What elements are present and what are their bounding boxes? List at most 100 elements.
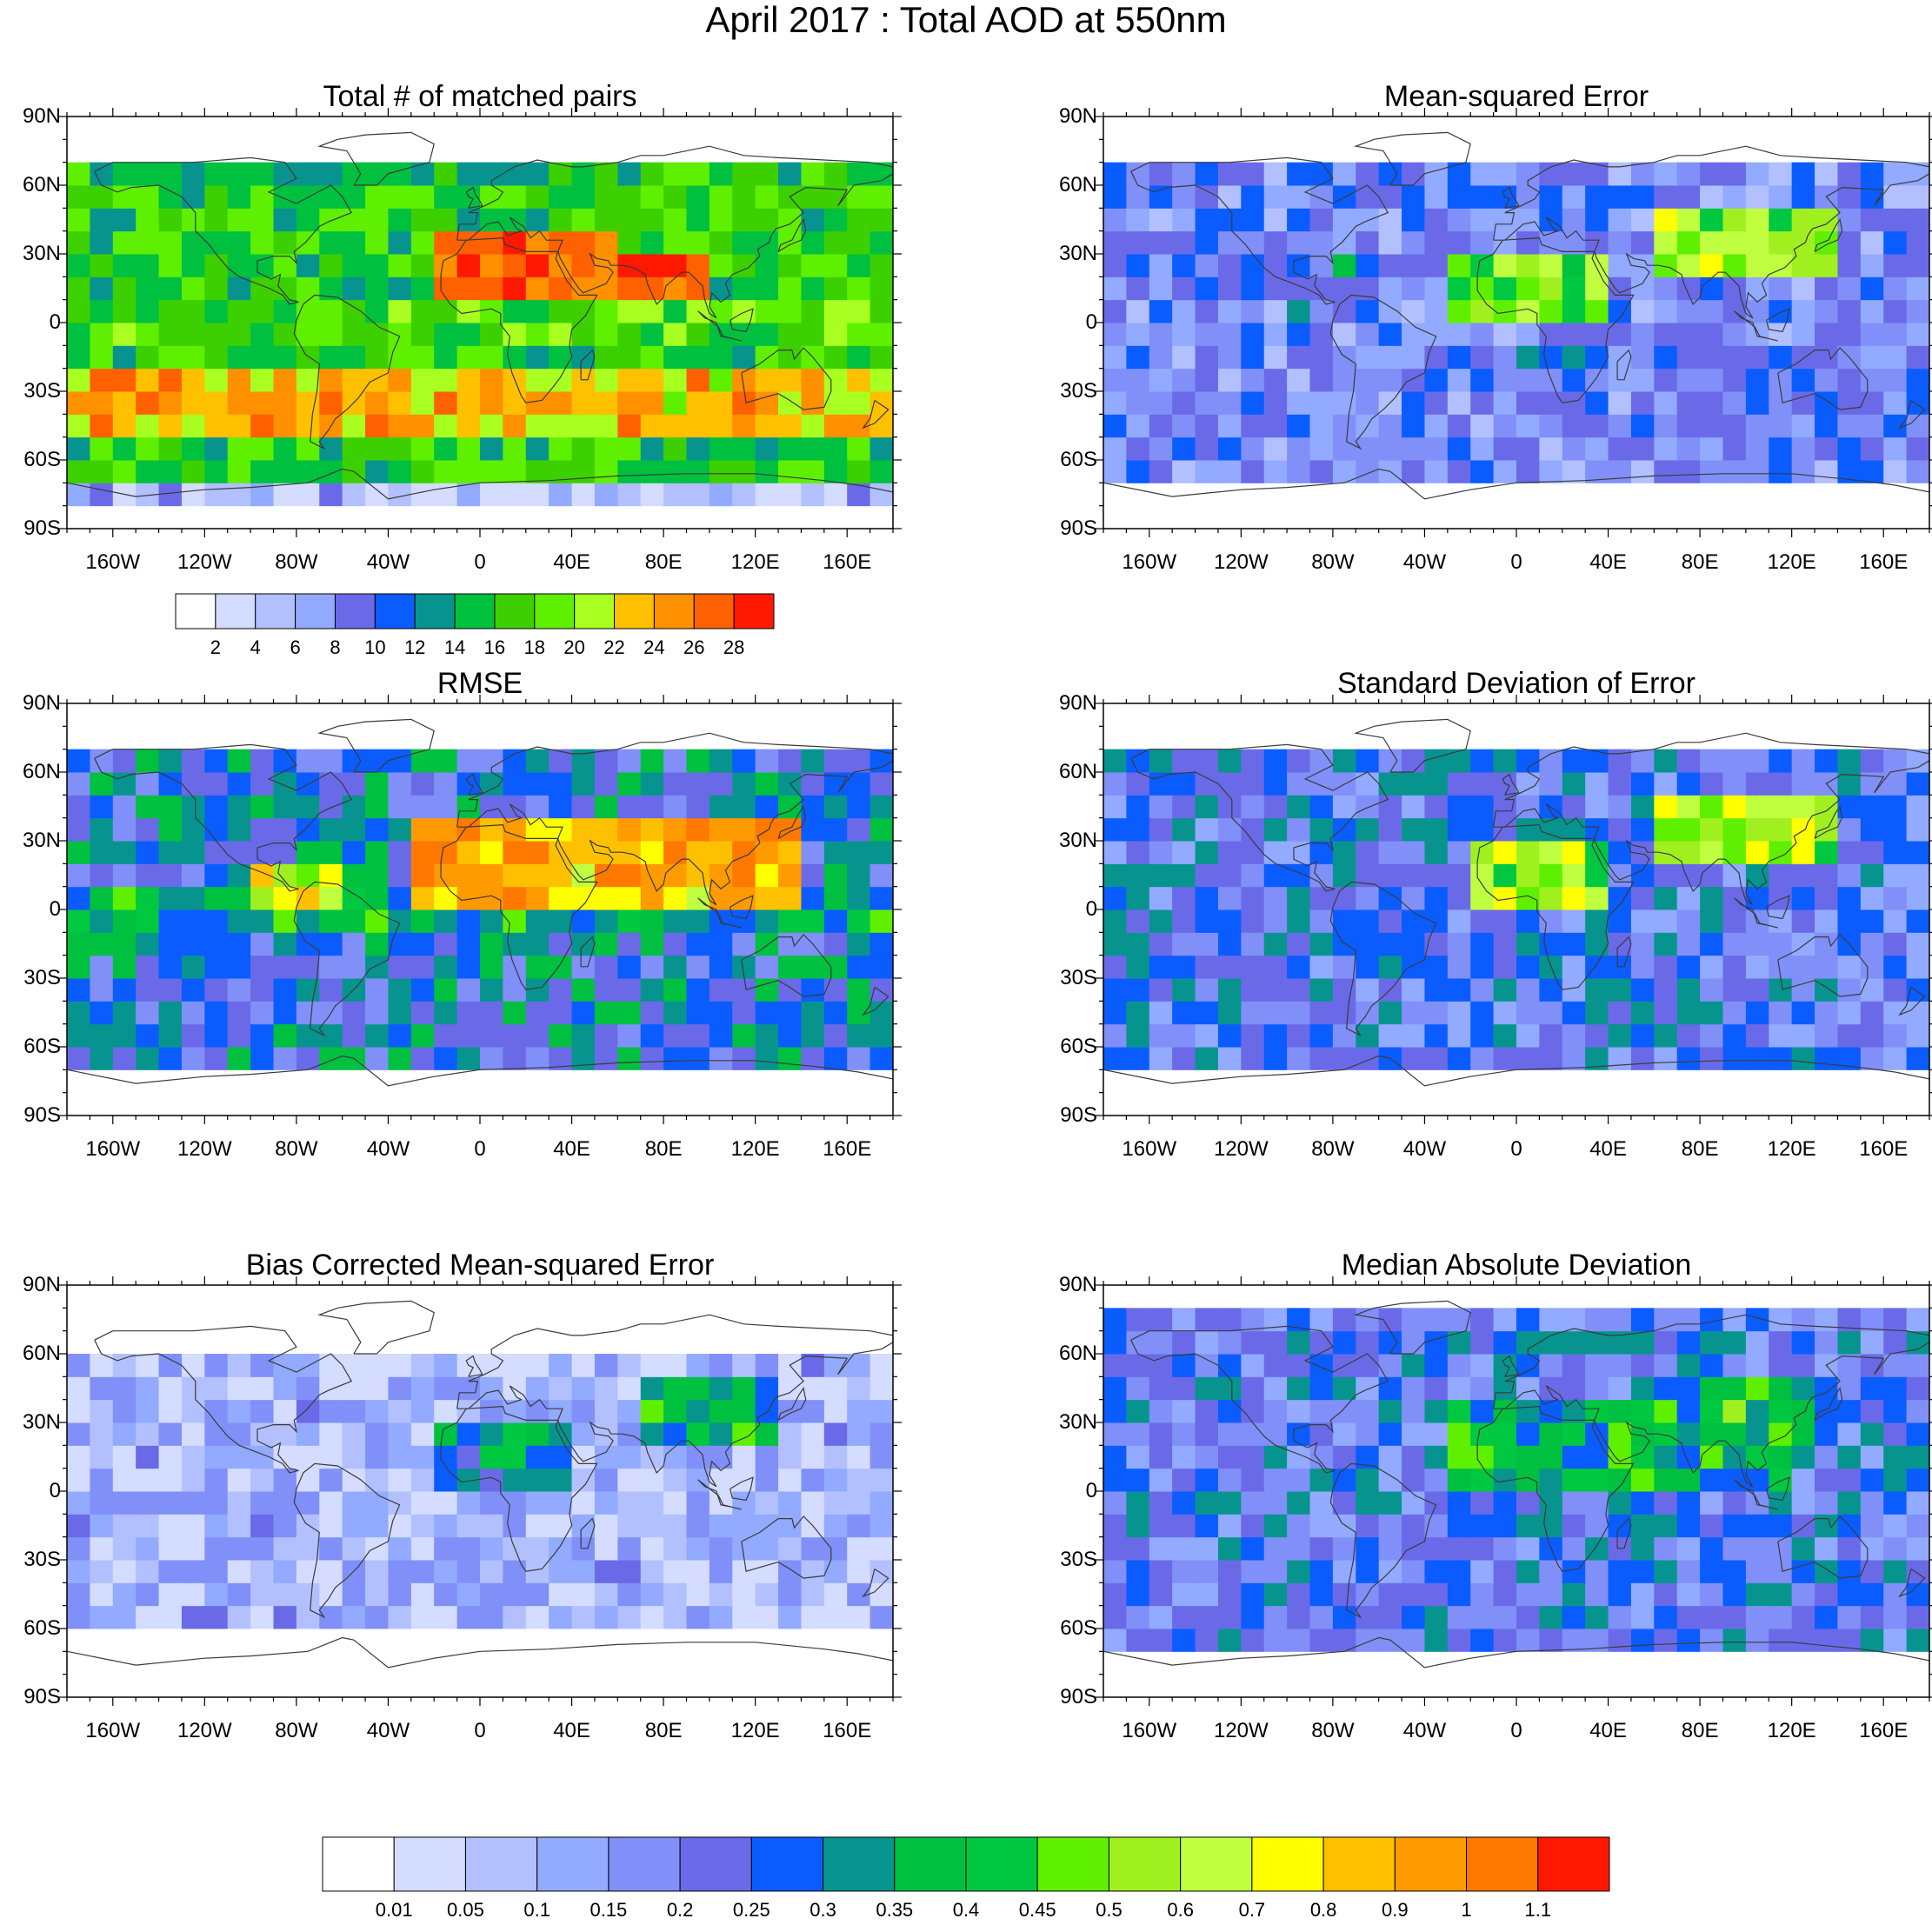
heatmap-cell [525,1376,550,1401]
heatmap-cell [1815,795,1838,819]
heatmap-cell [158,1560,183,1583]
heatmap-cell [1562,772,1586,796]
coastline-north-america [1130,157,1389,305]
heatmap-cell [869,909,893,933]
heatmap-cell [67,795,90,819]
heatmap-cell [250,841,274,864]
heatmap-cell [1608,1001,1632,1025]
heatmap-cell [67,841,90,864]
heatmap-cell [136,414,160,438]
heatmap-cell [1217,254,1242,277]
colorbar-swatch [679,1836,752,1892]
heatmap-cell [801,1023,825,1048]
heatmap-cell [158,749,183,773]
heatmap-cell [847,1605,871,1629]
heatmap-cell [112,368,137,392]
heatmap-cell [1837,817,1862,842]
coastline-greenland [1353,1300,1471,1355]
y-tick-label: 60N [1058,1342,1097,1365]
heatmap-cell [1424,978,1449,1002]
heatmap-cell [1539,841,1563,864]
heatmap-cell [227,1023,251,1048]
heatmap-cell [1516,817,1540,842]
heatmap-cell [755,162,779,186]
coastline-japan [777,1386,807,1421]
heatmap-cell [1676,1536,1701,1561]
coastline-japan [777,217,807,252]
heatmap-cell [1837,1330,1862,1355]
heatmap-cell [1103,1445,1127,1469]
heatmap-cell [296,1491,320,1515]
heatmap-cell [640,323,664,346]
heatmap-cell [90,323,114,346]
heatmap-cell [549,978,573,1002]
heatmap-cell [319,1605,343,1629]
heatmap-cell [434,299,458,323]
heatmap-cell [1217,955,1242,979]
heatmap-cell [1906,1629,1929,1652]
heatmap-cell [709,1582,733,1607]
heatmap-cell [1585,1560,1609,1583]
heatmap-cell [456,254,481,277]
heatmap-cell [755,1560,779,1583]
heatmap-cell [388,817,412,842]
heatmap-cell [1172,1491,1196,1515]
heatmap-cell [1608,1376,1632,1401]
heatmap-cell [1378,1491,1402,1515]
heatmap-cell [1263,1330,1288,1355]
heatmap-cell [1791,368,1815,392]
heatmap-cell [640,1582,664,1607]
heatmap-cell [250,1001,274,1025]
heatmap-cell [594,299,618,323]
heatmap-cell [1676,1514,1701,1538]
heatmap-cell [1447,978,1471,1002]
heatmap-cell [342,1536,366,1561]
heatmap-cell [732,254,756,277]
heatmap-cell [847,1422,871,1446]
heatmap-cell [1608,1560,1632,1583]
heatmap-cell [1654,368,1678,392]
heatmap-cell [342,863,366,888]
heatmap-cell [1493,1560,1517,1583]
heatmap-cell [227,483,251,507]
heatmap-cell [319,841,343,864]
heatmap-cell [480,208,503,232]
coastline-uk [1502,1355,1520,1377]
heatmap-cell [1791,795,1815,819]
heatmap-cell [90,436,114,461]
heatmap-cell [1378,323,1402,346]
heatmap-cell [1539,1629,1563,1652]
heatmap-cell [480,345,503,370]
heatmap-cell [1906,323,1929,346]
heatmap-cell [112,1514,137,1538]
heatmap-cell [434,817,458,842]
panel-title: Median Absolute Deviation [1341,1249,1692,1282]
heatmap-cell [388,1399,412,1423]
y-tick-label: 90S [1060,516,1097,540]
heatmap-cell [571,323,596,346]
heatmap-cell [1562,1536,1586,1561]
heatmap-cell [1791,749,1815,773]
heatmap-cell [1356,1354,1380,1377]
heatmap-cell [1883,414,1908,438]
heatmap-cell [434,323,458,346]
heatmap-cell [227,1491,251,1515]
heatmap-cell [1562,460,1586,483]
heatmap-cell [869,1047,893,1070]
heatmap-cell [1470,323,1495,346]
heatmap-cell [1860,841,1884,864]
heatmap-cell [1700,1445,1723,1469]
y-tick-label: 30N [22,1410,61,1434]
heatmap-cell [640,208,664,232]
heatmap-cell [204,299,229,323]
heatmap-cell [181,460,205,483]
heatmap-cell [1172,1308,1196,1332]
heatmap-cell [112,460,137,483]
coastline-australia [741,934,832,997]
heatmap-cell [617,795,642,819]
heatmap-cell [1516,208,1540,232]
heatmap-cell [227,1582,251,1607]
heatmap-layer [67,718,893,1087]
heatmap-cell [1906,414,1929,438]
heatmap-cell [663,1514,687,1538]
